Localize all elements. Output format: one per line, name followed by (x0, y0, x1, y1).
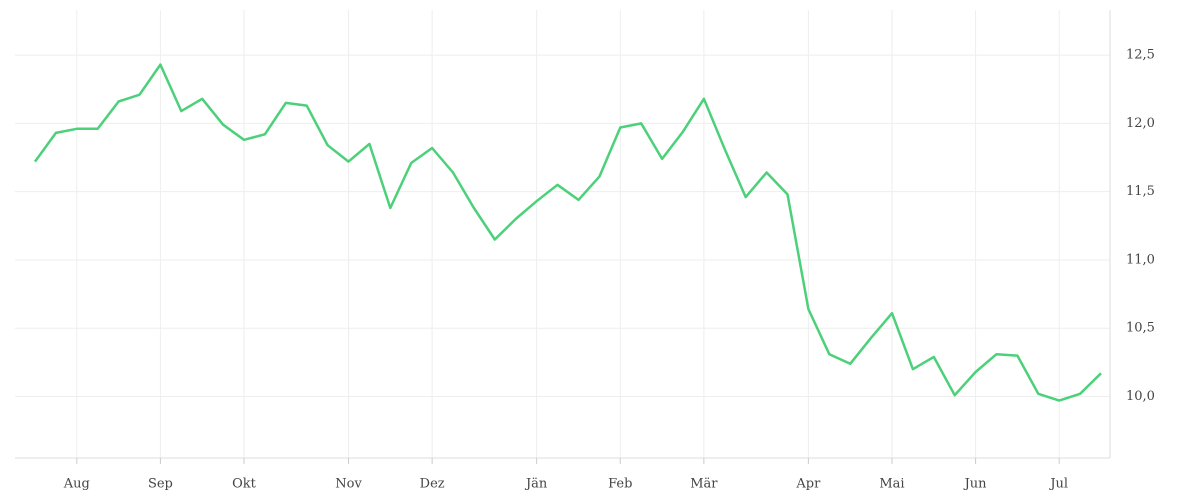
x-tick-label: Feb (608, 477, 632, 492)
x-tick-label: Mär (690, 477, 718, 492)
x-tick-label: Dez (420, 477, 445, 492)
x-tick-label: Mai (879, 477, 904, 492)
x-tick-label: Aug (63, 477, 90, 492)
line (33, 63, 1102, 402)
x-tick-label: Jul (1048, 477, 1068, 492)
y-tick-label: 12,0 (1126, 116, 1155, 131)
x-tick-label: Nov (335, 477, 362, 492)
x-tick-label: Jän (524, 477, 548, 492)
y-tick-label: 11,5 (1126, 184, 1155, 199)
y-tick-label: 12,5 (1126, 48, 1155, 63)
x-tick-label: Sep (148, 477, 173, 492)
y-tick-label: 10,5 (1126, 321, 1155, 336)
y-tick-label: 11,0 (1126, 252, 1155, 267)
x-tick-label: Apr (795, 477, 821, 492)
x-tick-label: Jun (963, 477, 988, 492)
y-tick-label: 10,0 (1126, 389, 1155, 404)
x-tick-label: Okt (232, 477, 257, 492)
